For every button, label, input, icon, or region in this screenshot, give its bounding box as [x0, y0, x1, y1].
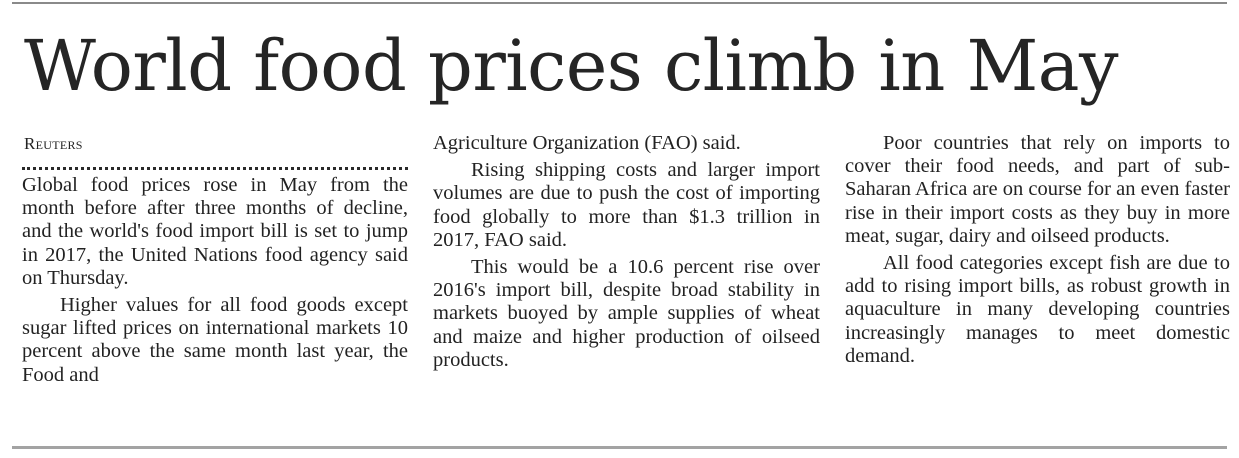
bottom-rule	[12, 446, 1227, 449]
article-column-3: Poor countries that rely on imports to c…	[845, 132, 1230, 372]
top-rule	[12, 2, 1227, 4]
paragraph: This would be a 10.6 percent rise over 2…	[433, 256, 820, 371]
paragraph: Rising shipping costs and larger import …	[433, 159, 820, 251]
article-column-2: Agriculture Organization (FAO) said. Ris…	[433, 132, 820, 376]
paragraph: Global food prices rose in May from the …	[22, 174, 408, 289]
paragraph: Poor countries that rely on imports to c…	[845, 132, 1230, 247]
headline: World food prices climb in May	[24, 25, 1119, 107]
paragraph: All food categories except fish are due …	[845, 252, 1230, 367]
byline: Reuters	[24, 134, 83, 153]
byline-dotted-divider	[22, 167, 408, 170]
article-column-1: Reuters Global food prices rose in May f…	[22, 132, 408, 391]
paragraph: Agriculture Organization (FAO) said.	[433, 132, 741, 154]
paragraph: Higher values for all food goods except …	[22, 294, 408, 386]
